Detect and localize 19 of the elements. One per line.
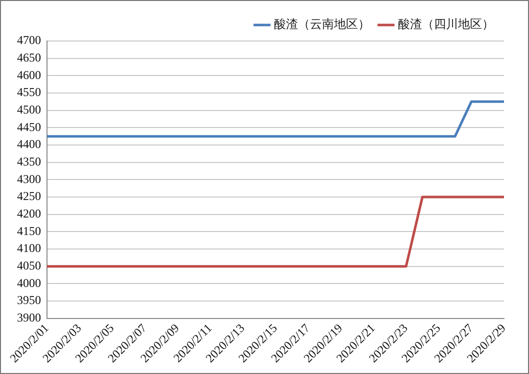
y-tick-label: 4200 <box>17 206 41 221</box>
y-tick-label: 3950 <box>17 293 41 308</box>
y-tick-label: 4700 <box>17 33 41 48</box>
legend-label: 酸渣（四川地区） <box>398 17 494 32</box>
y-tick-label: 4550 <box>17 85 41 100</box>
y-tick-label: 4650 <box>17 50 41 64</box>
y-tick-label: 4150 <box>17 224 41 238</box>
y-tick-label: 3900 <box>17 310 41 325</box>
y-tick-label: 4500 <box>17 102 41 117</box>
legend-label: 酸渣（云南地区） <box>274 17 370 32</box>
y-tick-label: 4000 <box>17 276 41 290</box>
y-tick-label: 4250 <box>17 189 41 204</box>
y-tick-label: 4450 <box>17 120 41 134</box>
y-tick-label: 4600 <box>17 68 41 82</box>
y-tick-label: 4100 <box>17 241 41 256</box>
y-tick-label: 4400 <box>17 137 41 152</box>
y-tick-label: 4300 <box>17 172 41 186</box>
y-tick-label: 4050 <box>17 258 41 273</box>
y-tick-label: 4350 <box>17 154 41 169</box>
